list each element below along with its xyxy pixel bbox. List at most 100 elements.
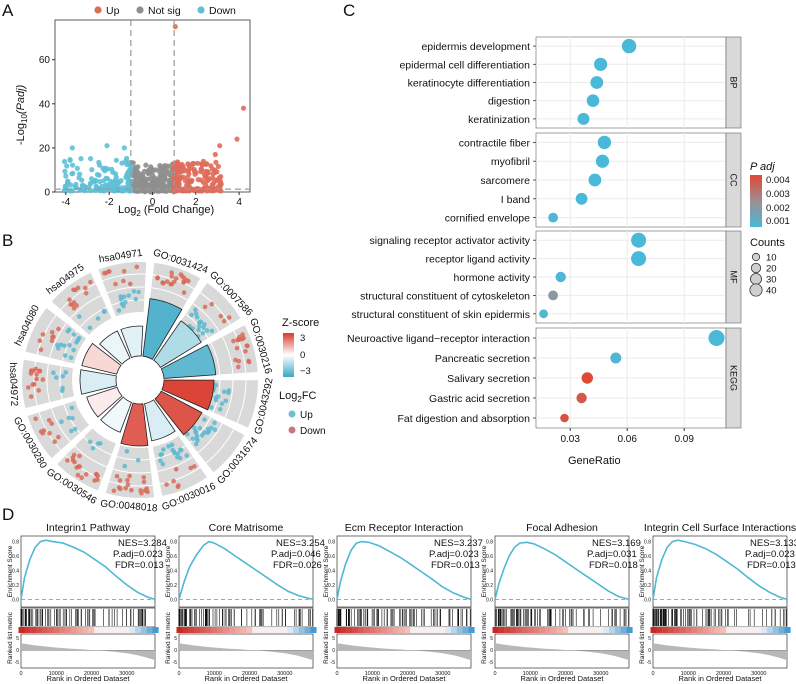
circle-gene-point (231, 338, 236, 344)
gsea-xlabel: Rank in Ordered Dataset (521, 674, 605, 683)
circle-gene-point (127, 473, 132, 479)
zscore-bar (153, 320, 202, 368)
circle-gene-point (175, 451, 181, 456)
circle-gene-point (169, 274, 175, 279)
circle-gene-point (200, 433, 205, 438)
volcano-point (70, 162, 76, 168)
circle-gene-point (195, 438, 200, 443)
circle-gene-point (221, 318, 227, 324)
gsea-metric-ylabel: Ranked list metric (165, 611, 172, 663)
volcano-point (119, 160, 125, 166)
gsea-metric-ylabel: Ranked list metric (323, 611, 330, 663)
gsea-heat-cell (352, 627, 359, 633)
volcano-xtick-label: -2 (105, 197, 114, 208)
circle-gene-point (125, 482, 131, 487)
zscore-bar (81, 342, 122, 375)
panel-label-a: A (2, 1, 14, 20)
volcano-point (62, 168, 68, 174)
circle-gene-point (40, 332, 46, 337)
ring-gridline (233, 330, 247, 373)
circle-gene-point (34, 372, 39, 377)
gsea-metric-ytick: 0 (174, 648, 177, 654)
term-label: myofibril (491, 156, 530, 168)
volcano-point (125, 180, 131, 186)
gsea-metric-area (337, 643, 471, 661)
circle-gene-point (75, 285, 81, 291)
ring-gridline (210, 342, 221, 375)
circle-gene-point (121, 303, 126, 309)
circle-gene-point (52, 439, 57, 445)
circle-gene-point (114, 474, 120, 479)
ring-gridline (151, 287, 188, 301)
ring-gridline (70, 295, 102, 319)
volcano-xtick-label: -4 (61, 197, 70, 208)
volcano-point (157, 173, 163, 179)
gsea-heat-cell (597, 627, 604, 633)
circle-gene-point (202, 322, 207, 327)
gsea-heat-cell (240, 627, 247, 633)
gsea-heat-cell (252, 627, 259, 633)
gsea-es-ytick: 0.0 (12, 597, 19, 603)
volcano-point (215, 163, 221, 169)
padj-tick-4: 0.004 (766, 175, 790, 186)
circle-gene-point (145, 489, 150, 495)
log2fc-down-marker (288, 426, 296, 434)
gsea-padj: P.adj=0.023 (113, 549, 163, 560)
gsea-es-ylabel: Enrichment Score (165, 545, 172, 597)
circle-gene-point (217, 407, 223, 412)
circle-gene-point (226, 315, 232, 320)
enrichment-dot (575, 192, 588, 205)
log2fc-up-marker (288, 410, 296, 418)
volcano-point (234, 136, 240, 142)
gsea-heat-cell (433, 627, 440, 633)
circle-gene-point (60, 374, 66, 379)
circle-gene-point (234, 346, 240, 351)
gsea-heat-cell (129, 627, 136, 633)
circle-gene-point (28, 394, 34, 399)
enrichment-dot (560, 413, 569, 423)
dot-plot-facets: epidermis development epidermal cell diff… (347, 36, 742, 445)
padj-tick-2: 0.002 (766, 203, 790, 214)
circle-gene-point (33, 416, 38, 422)
gsea-plot-5: Integrin Cell Surface Interactions NES=3.… (639, 522, 796, 683)
ring-gridline (111, 299, 145, 306)
gsea-es-frame (20, 535, 156, 608)
circle-gene-point (221, 389, 227, 395)
volcano-point (193, 170, 199, 176)
gsea-nes: NES=3.133 (750, 538, 796, 549)
ring-gridline (102, 273, 146, 282)
volcano-point (89, 176, 95, 182)
gsea-heat-cell (451, 627, 458, 633)
gsea-xtick: 10000 (49, 671, 64, 677)
circle-gene-point (218, 313, 224, 319)
volcano-point (217, 143, 223, 149)
circle-gene-point (245, 343, 250, 349)
volcano-point (157, 187, 163, 193)
circle-gene-point (173, 467, 179, 472)
volcano-ylabel: -Log10(Padj) (15, 84, 29, 145)
circle-gene-point (158, 452, 163, 458)
dot-facet-kegg: Neuroactive ligand−receptor interaction P… (347, 327, 742, 429)
volcano-point (178, 169, 184, 175)
circle-gene-point (101, 308, 107, 314)
gsea-heat-cell (94, 627, 101, 633)
circle-gene-point (186, 278, 191, 284)
gsea-padj: P.adj=0.046 (271, 549, 321, 560)
gsea-heat-cell (421, 627, 428, 633)
gsea-plot-1: Integrin1 Pathway NES=3.284P.adj=0.023FDR… (7, 522, 167, 683)
gsea-metric-ytick: 0 (648, 648, 651, 654)
circle-gene-point (197, 320, 202, 326)
gsea-heat-cell (626, 627, 633, 633)
gsea-heat-cell (521, 627, 528, 633)
gsea-nes: NES=3.254 (276, 538, 325, 549)
circle-gene-point (95, 441, 101, 446)
gsea-xtick: 20000 (84, 671, 99, 677)
circle-gene-point (83, 285, 88, 291)
term-label: Neuroactive ligand−receptor interaction (347, 333, 530, 345)
gsea-heat-cell (234, 627, 241, 633)
gsea-fdr: FDR=0.013 (747, 560, 796, 571)
gsea-heat-cell (527, 627, 534, 633)
volcano-point (213, 178, 219, 184)
counts-legend-label: 20 (766, 264, 777, 275)
